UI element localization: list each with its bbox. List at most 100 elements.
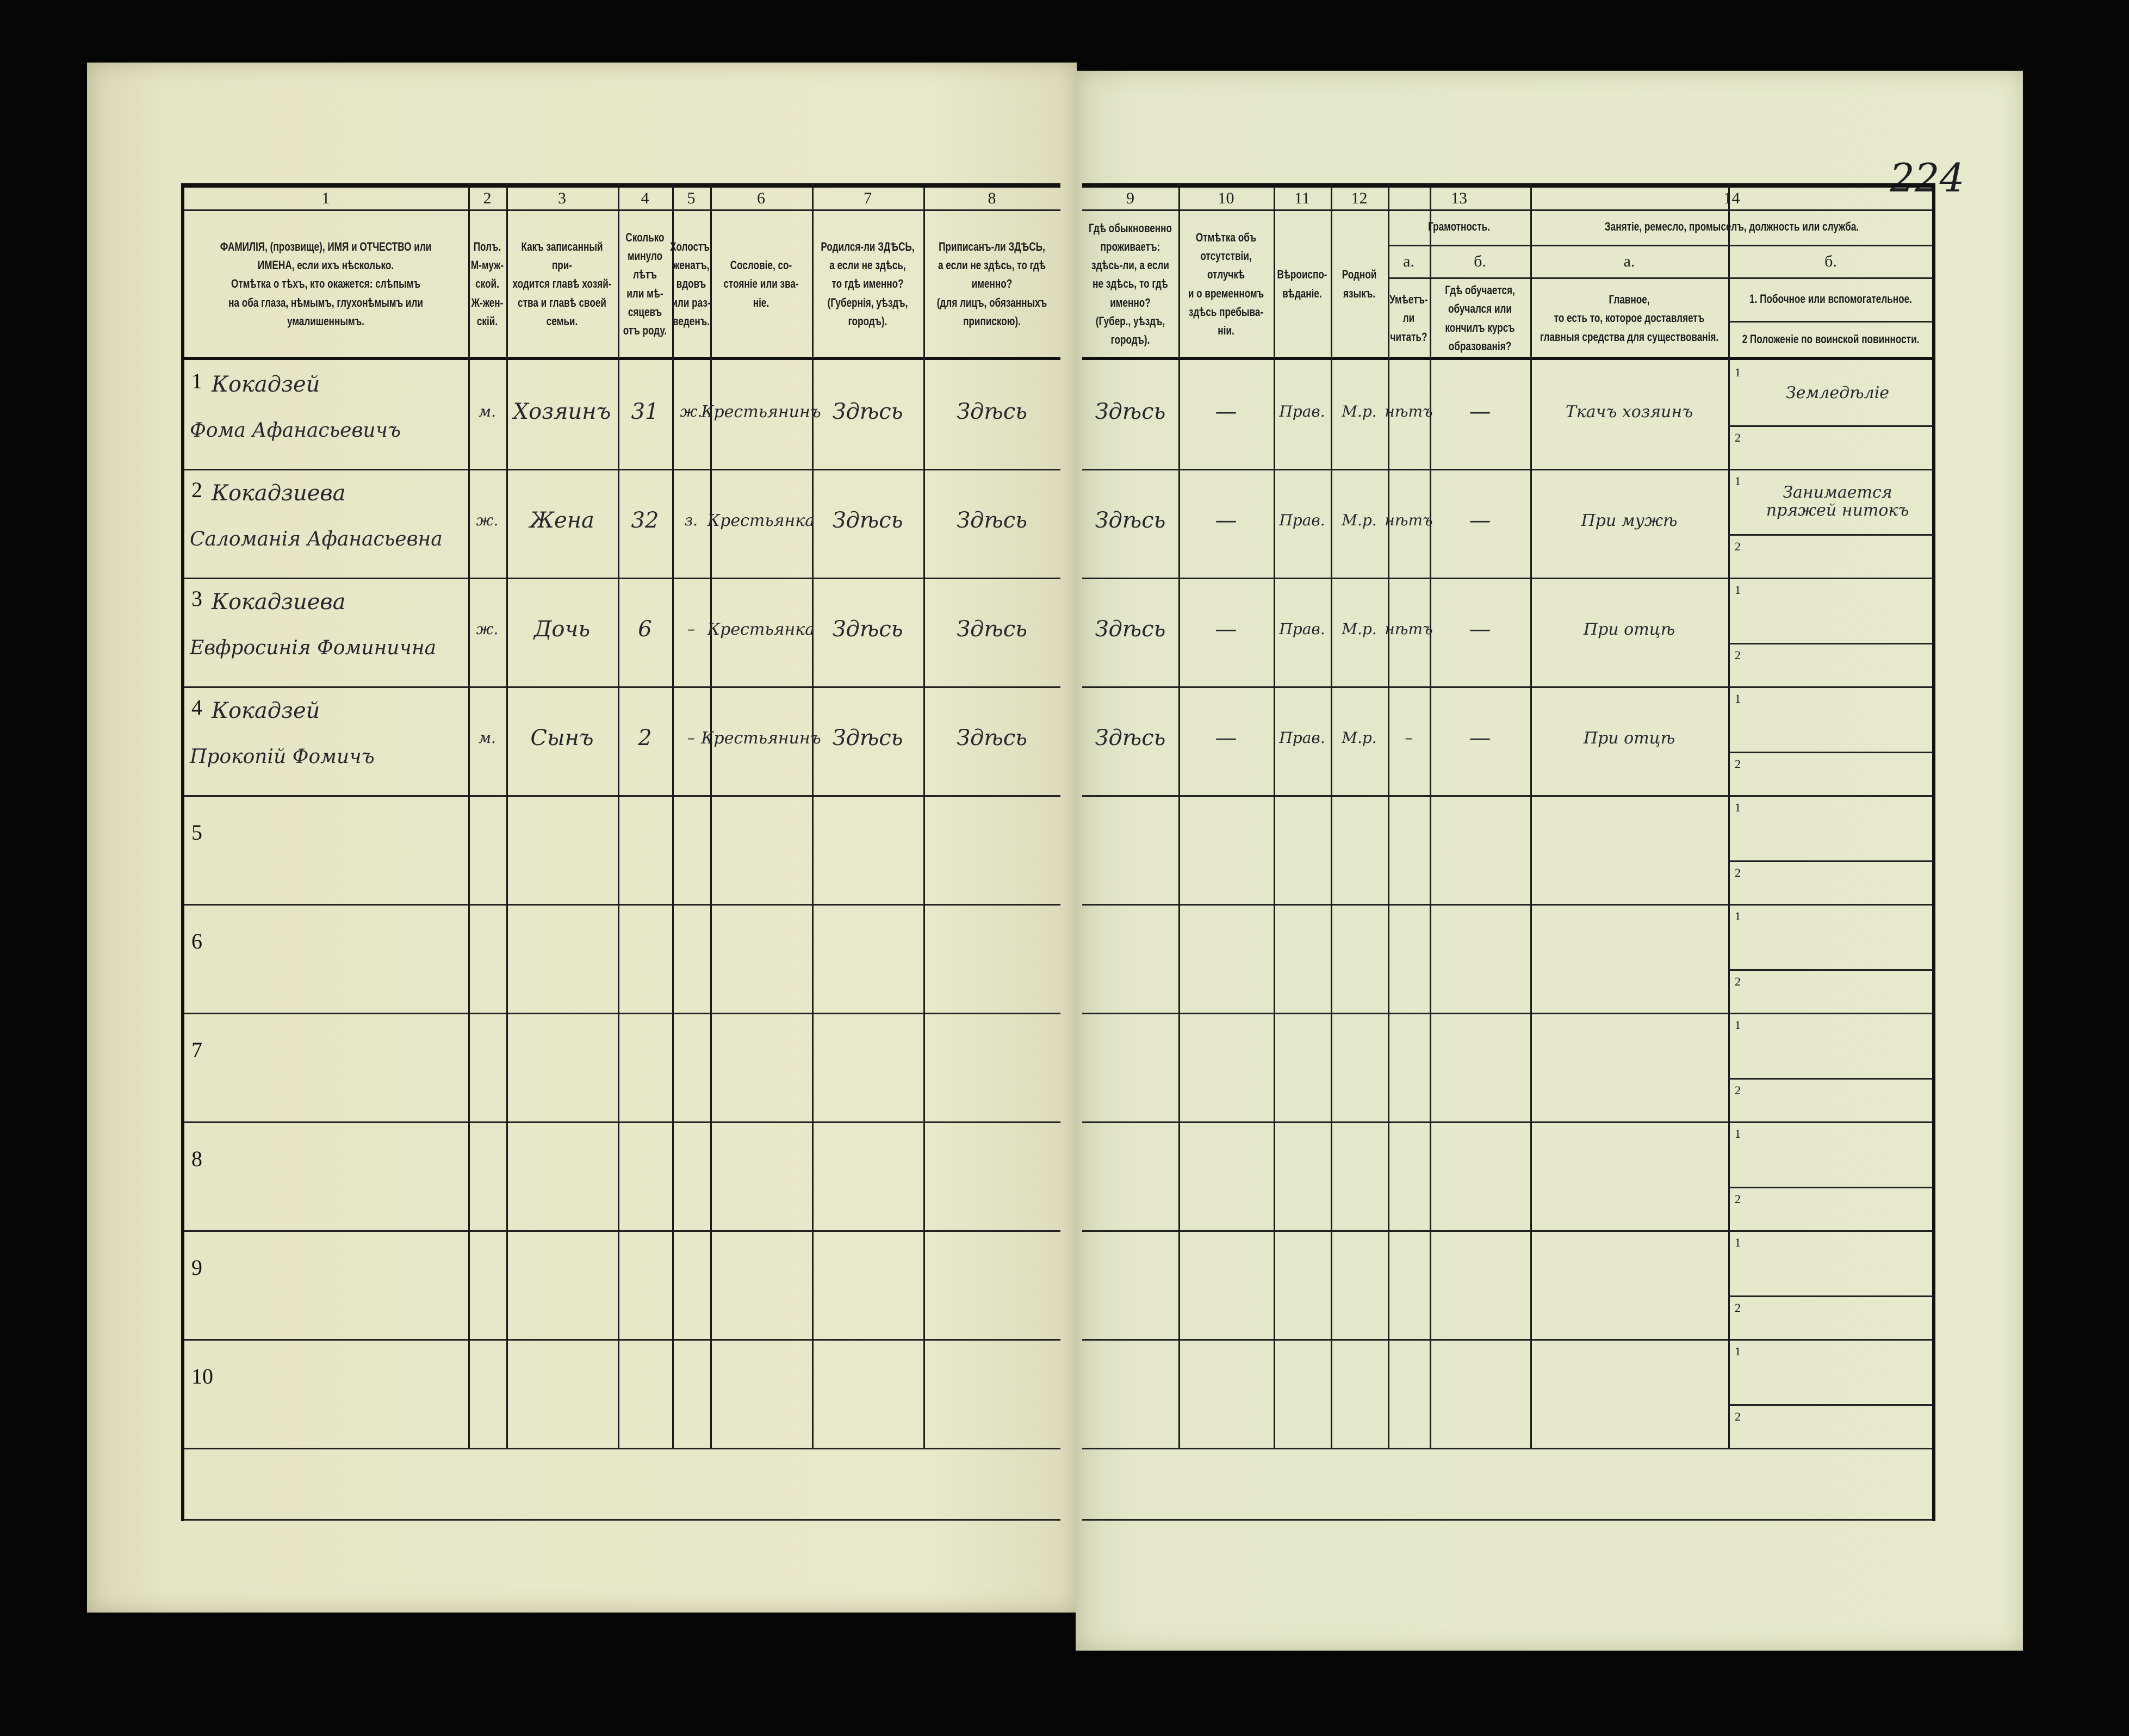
column-header: Вѣроиспо- вѣданiе. [1277, 268, 1327, 300]
column-header: 1. Побочное или вспомогательное. [1749, 292, 1912, 306]
field-registered [923, 1034, 1060, 1094]
field-sex [468, 926, 506, 985]
field-marital: з. [684, 511, 698, 529]
field-marital [672, 926, 710, 985]
occupation-subrow-rule [1728, 752, 1933, 753]
column-divider [506, 183, 508, 1448]
occupation-subrow-rule [1728, 860, 1933, 862]
table-top-border [183, 183, 1060, 188]
header-bottom-border [183, 357, 1060, 360]
column-header: Отмѣтка объ отсутствiи, отлучкѣ и о врем… [1188, 231, 1264, 337]
field-born [812, 1143, 923, 1203]
row-divider [1082, 1448, 1933, 1449]
column-divider [1530, 183, 1532, 1448]
column-header: Гдѣ обыкновенно проживаетъ: здѣсь-ли, а … [1088, 221, 1172, 346]
row-divider [1082, 795, 1933, 797]
field-residence [1082, 1143, 1178, 1203]
field-language [1331, 817, 1388, 877]
column-number: 4 [641, 189, 649, 207]
field-military-status [1745, 1407, 1931, 1448]
field-born [812, 1361, 923, 1421]
row-divider [1082, 1121, 1933, 1123]
occupation-subrow-rule [1728, 1295, 1933, 1297]
row-divider [183, 686, 1060, 688]
subrow-label-1: 1 [1735, 365, 1741, 379]
row-divider [183, 1339, 1060, 1341]
row-number: 9 [191, 1255, 202, 1280]
subcolumn-letter: а. [1403, 252, 1414, 270]
field-occupation-main: При отцѣ [1583, 728, 1675, 748]
surname: Кокадзиева [212, 481, 346, 506]
field-registered [923, 1252, 1060, 1312]
occupation-subrow-rule [1728, 425, 1933, 427]
field-estate [710, 1034, 812, 1094]
field-religion: Прав. [1279, 728, 1325, 747]
field-born: Здѣсь [832, 399, 903, 424]
field-military-status [1745, 646, 1931, 686]
field-absence [1178, 926, 1274, 985]
column-group-header: Грамотность. [1428, 220, 1490, 234]
table-outer-border [181, 183, 184, 1521]
letter-rule [1530, 277, 1933, 279]
row-divider [183, 1013, 1060, 1014]
field-relation: Дочь [533, 617, 591, 642]
subrow-label-2: 2 [1735, 431, 1741, 444]
column-divider [1331, 183, 1332, 1448]
given-name-patronymic [188, 841, 468, 890]
subrow-label-1: 1 [1735, 1236, 1741, 1249]
row-number: 4 [191, 695, 202, 720]
subrow-label-2: 2 [1735, 648, 1741, 662]
given-name-patronymic [188, 950, 468, 999]
surname: Кокадзиева [212, 590, 346, 615]
row-number: 3 [191, 586, 202, 611]
field-religion [1274, 1143, 1331, 1203]
field-relation [506, 926, 618, 985]
field-absence: — [1215, 399, 1237, 424]
field-religion [1274, 1034, 1331, 1094]
row-number: 6 [191, 929, 202, 953]
field-literacy-b: — [1469, 508, 1491, 533]
field-registered: Здѣсь [957, 399, 1027, 424]
column-divider [468, 183, 470, 1448]
field-born [812, 926, 923, 985]
field-estate [710, 1143, 812, 1203]
field-language [1331, 1143, 1388, 1203]
field-language [1331, 1034, 1388, 1094]
column-divider [1274, 183, 1275, 1448]
field-born: Здѣсь [832, 726, 903, 751]
field-residence [1082, 1034, 1178, 1094]
surname [209, 1233, 465, 1276]
field-literacy-a: – [1405, 728, 1413, 747]
column-header: Какъ записанный при- ходится главѣ хозяй… [512, 240, 612, 328]
given-name-patronymic [188, 1059, 468, 1108]
sheet-number: 224 [1890, 155, 1965, 201]
column-divider [1178, 183, 1180, 1448]
field-literacy-b [1430, 926, 1530, 985]
field-sex: м. [478, 402, 496, 420]
field-relation [506, 1143, 618, 1203]
field-born [812, 1034, 923, 1094]
field-residence: Здѣсь [1095, 399, 1166, 424]
field-literacy-b [1430, 1143, 1530, 1203]
field-registered [923, 1361, 1060, 1421]
field-religion [1274, 817, 1331, 877]
field-relation [506, 1361, 618, 1421]
subrow-label-1: 1 [1735, 909, 1741, 923]
field-estate: Крестьянинъ [701, 402, 821, 421]
column-header: Гдѣ обучается, обучался или кончилъ курс… [1445, 283, 1515, 353]
subcolumn-letter: а. [1623, 252, 1635, 270]
field-absence [1178, 1143, 1274, 1203]
occupation-subrow-rule [1728, 1404, 1933, 1406]
given-name-patronymic: Фома Афанасьевичъ [190, 419, 401, 442]
field-marital [672, 1361, 710, 1421]
field-literacy-a [1388, 926, 1430, 985]
field-religion [1274, 926, 1331, 985]
column-header: Приписанъ-ли ЗДѢСЬ, а если не здѣсь, то … [936, 240, 1047, 328]
field-occupation-main [1530, 817, 1728, 877]
field-age: 32 [631, 508, 659, 533]
field-registered [923, 926, 1060, 985]
field-sex [468, 1143, 506, 1203]
column-number: 5 [687, 189, 696, 207]
field-literacy-b [1430, 1034, 1530, 1094]
field-residence: Здѣсь [1095, 617, 1166, 642]
